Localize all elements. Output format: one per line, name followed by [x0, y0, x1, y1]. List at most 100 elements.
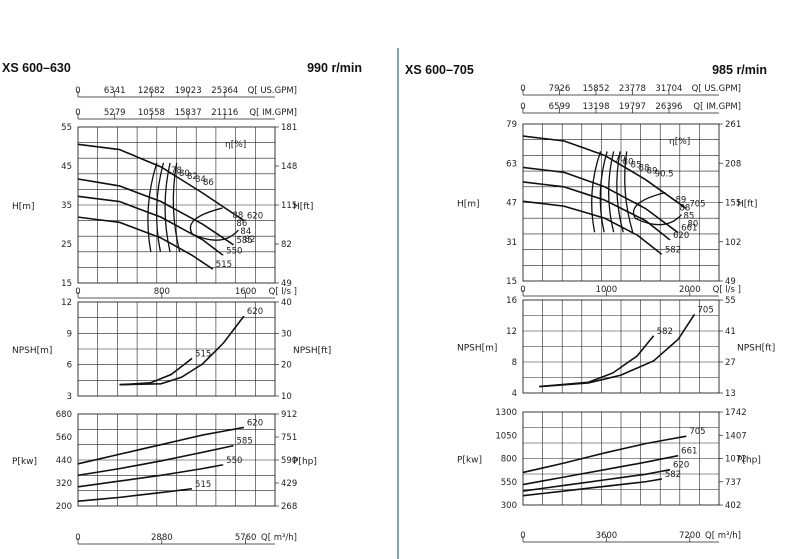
head-ytick-right-label: 155 — [725, 199, 741, 209]
efficiency-value-label: 84 — [195, 175, 206, 185]
efficiency-value-label: 80 — [623, 157, 634, 167]
flow-tick-label: 0 — [75, 287, 80, 297]
efficiency-value-label: 88 — [232, 211, 243, 221]
power-curve — [522, 478, 663, 497]
power-ylabel-right: P[hp] — [293, 457, 317, 467]
flow-tick-label: 6341 — [104, 86, 126, 96]
head-curve — [522, 166, 679, 234]
npsh-curve-label: 620 — [247, 307, 263, 317]
power-ytick-label: 800 — [501, 455, 517, 465]
head-plot: 79 63 47 31 15 261 208 155 102 49 H[m] H[ft] 705 6616… — [457, 120, 757, 287]
npsh-ytick-label: 4 — [512, 389, 517, 399]
power-ytick-right-label: 402 — [725, 501, 741, 511]
power-curve-label: 705 — [689, 427, 705, 437]
flow-tick-label: 2000 — [679, 285, 701, 295]
power-curve — [522, 454, 679, 486]
efficiency-isoline — [624, 151, 634, 233]
head-ytick-right-label: 115 — [281, 201, 297, 211]
speed-label: 990 r/min — [307, 61, 362, 75]
npsh-curve — [119, 315, 245, 386]
efficiency-value-label: 86 — [236, 219, 247, 229]
head-curve-label: 582 — [665, 245, 681, 255]
head-plot: 55 45 35 25 15 181 148 115 82 49 H[m] H[ft] 620 58555… — [12, 123, 313, 289]
power-grid — [523, 412, 719, 505]
head-curve-label: 661 — [681, 224, 697, 234]
efficiency-isoline — [189, 207, 239, 241]
head-curve-label: 705 — [689, 200, 705, 210]
head-ytick-right-label: 82 — [281, 240, 292, 250]
head-ytick-right-label: 102 — [725, 238, 741, 248]
npsh-ylabel: NPSH[m] — [457, 344, 497, 354]
flow-tick-label: 1600 — [235, 287, 257, 297]
head-ytick-label: 47 — [506, 199, 517, 209]
head-ylabel: H[m] — [457, 200, 480, 210]
flow-tick-label: 800 — [154, 287, 170, 297]
npsh-ytick-label: 16 — [506, 296, 517, 306]
efficiency-label: η[%] — [669, 137, 690, 147]
power-ytick-label: 320 — [56, 479, 72, 489]
npsh-ytick-right-label: 10 — [281, 392, 292, 402]
head-curve-label: 620 — [673, 231, 689, 241]
flow-tick-label: 19797 — [619, 102, 646, 112]
flow-tick-label: 0 — [520, 531, 525, 541]
flow-unit-label: Q[ m³/h] — [705, 531, 741, 541]
npsh-curve-label: 705 — [698, 305, 714, 315]
power-ytick-label: 300 — [501, 501, 517, 511]
head-curve — [77, 195, 224, 256]
npsh-ytick-label: 8 — [512, 358, 517, 368]
head-ytick-label: 45 — [61, 162, 72, 172]
speed-label: 985 r/min — [712, 63, 767, 77]
flow-tick-label: 25364 — [211, 86, 238, 96]
power-curve — [522, 468, 671, 492]
efficiency-value-label: 80 — [688, 220, 699, 230]
head-ytick-label: 63 — [506, 159, 517, 169]
head-ytick-label: 35 — [61, 201, 72, 211]
efficiency-value-label: 89 — [647, 166, 658, 176]
npsh-ytick-label: 9 — [67, 329, 72, 339]
flow-tick-label: 26396 — [655, 102, 682, 112]
flow-tick-label: 10558 — [138, 108, 165, 118]
flow-tick-label: 0 — [75, 108, 80, 118]
power-ylabel: P[kw] — [457, 456, 482, 466]
power-curve-label: 661 — [681, 447, 697, 457]
efficiency-isoline — [616, 151, 624, 233]
head-ylabel: H[m] — [12, 202, 35, 212]
flow-tick-label: 12682 — [138, 86, 165, 96]
efficiency-label: η[%] — [225, 140, 246, 150]
power-ytick-label: 560 — [56, 433, 72, 443]
flow-tick-label: 15852 — [582, 84, 609, 94]
power-grid — [78, 414, 275, 506]
power-plot: 680 560 440 320 200 912 751 590 429 268 P[kw] P[hp]… — [12, 410, 317, 512]
power-ytick-right-label: 912 — [281, 410, 297, 420]
head-grid — [78, 127, 275, 283]
efficiency-isoline — [155, 162, 165, 253]
npsh-ytick-label: 12 — [61, 298, 72, 308]
flow-unit-label: Q[ l/s ] — [269, 287, 297, 297]
efficiency-value-label: 88 — [639, 163, 650, 173]
flow-tick-label: 0 — [520, 84, 525, 94]
power-ytick-right-label: 1407 — [725, 431, 747, 441]
npsh-grid — [523, 300, 719, 393]
head-curve — [77, 216, 214, 270]
power-ytick-right-label: 429 — [281, 479, 297, 489]
flow-tick-label: 13198 — [582, 102, 609, 112]
flow-tick-label: 0 — [520, 285, 525, 295]
flow-unit-label: Q[ US.GPM] — [248, 86, 297, 96]
flow-tick-label: 21116 — [211, 108, 238, 118]
head-curve — [522, 135, 687, 210]
npsh-curve — [119, 357, 193, 386]
head-ytick-right-label: 148 — [281, 162, 297, 172]
head-ytick-right-label: 208 — [725, 159, 741, 169]
efficiency-value-label: 90.5 — [655, 169, 674, 179]
flow-tick-label: 23778 — [619, 84, 646, 94]
head-curve-label: 620 — [247, 212, 263, 222]
npsh-ytick-label: 12 — [506, 327, 517, 337]
npsh-plot: 12 9 6 3 40 30 20 10 NPSH[m] NPSH[ft] 620 515 — [12, 298, 331, 402]
power-ytick-right-label: 737 — [725, 478, 741, 488]
power-curve-label: 582 — [665, 470, 681, 480]
head-curve — [522, 200, 663, 256]
head-ytick-right-label: 49 — [281, 279, 292, 289]
efficiency-value-label: 82 — [244, 235, 255, 245]
